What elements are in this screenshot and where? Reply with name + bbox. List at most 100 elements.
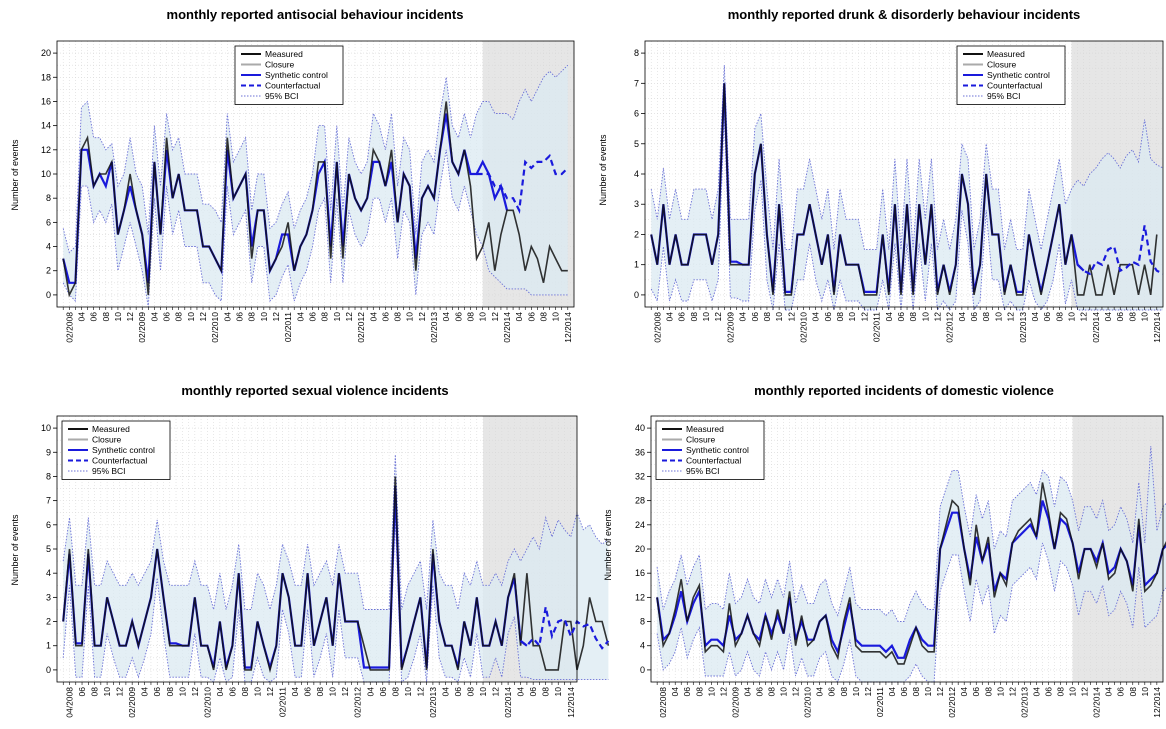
x-tick-label: 06 — [235, 312, 245, 322]
y-tick-label: 9 — [46, 447, 51, 457]
y-tick-label: 40 — [635, 423, 645, 433]
y-tick-label: 0 — [634, 290, 639, 300]
y-tick-label: 1 — [634, 260, 639, 270]
x-tick-label: 04 — [215, 687, 225, 697]
x-tick-label: 04 — [743, 687, 753, 697]
x-tick-label: 10 — [923, 687, 933, 697]
x-tick-label: 06 — [152, 687, 162, 697]
x-tick-label: 06 — [1044, 687, 1054, 697]
legend-label: 95% BCI — [686, 466, 720, 476]
x-tick-label: 06 — [1042, 312, 1052, 322]
legend-label: 95% BCI — [265, 91, 299, 101]
series-bci-lower — [62, 149, 568, 308]
panel-sexual-violence: monthly reported sexual violence inciden… — [10, 383, 610, 718]
x-tick-label: 12/2014 — [563, 312, 573, 343]
x-tick-label: 10 — [995, 687, 1005, 697]
x-tick-label: 04 — [149, 312, 159, 322]
x-tick-label: 02/2011 — [283, 312, 293, 342]
legend-label: Counterfactual — [92, 456, 147, 466]
x-tick-label: 04 — [959, 687, 969, 697]
y-tick-label: 1 — [46, 641, 51, 651]
chart-title: monthly reported sexual violence inciden… — [181, 383, 448, 398]
x-tick-label: 12 — [490, 312, 500, 322]
panel-antisocial-behaviour: monthly reported antisocial behaviour in… — [10, 7, 575, 343]
x-tick-label: 10 — [847, 312, 857, 322]
y-tick-label: 16 — [41, 96, 51, 106]
x-tick-label: 08 — [1054, 312, 1064, 322]
x-tick-label: 02/2010 — [803, 687, 813, 718]
x-tick-label: 08 — [835, 312, 845, 322]
x-tick-label: 12 — [340, 687, 350, 697]
x-tick-label: 06 — [453, 312, 463, 322]
x-tick-label: 12 — [344, 312, 354, 322]
series-measured — [62, 101, 568, 298]
x-tick-label: 10 — [774, 312, 784, 322]
x-tick-label: 12 — [863, 687, 873, 697]
legend-label: Closure — [265, 60, 295, 70]
x-tick-label: 06 — [162, 312, 172, 322]
x-tick-label: 12/2014 — [1152, 687, 1162, 718]
x-tick-label: 02/2014 — [502, 312, 512, 343]
x-tick-label: 02/2011 — [278, 687, 288, 717]
x-tick-label: 06 — [227, 687, 237, 697]
x-tick-label: 10 — [1140, 312, 1150, 322]
x-tick-label: 10 — [706, 687, 716, 697]
x-tick-label: 04 — [815, 687, 825, 697]
x-tick-label: 12 — [713, 312, 723, 322]
y-tick-label: 24 — [635, 520, 645, 530]
y-tick-label: 4 — [634, 169, 639, 179]
x-tick-label: 12 — [415, 687, 425, 697]
x-tick-label: 02/2008 — [652, 312, 662, 343]
x-tick-label: 02/2014 — [503, 687, 513, 718]
x-tick-label: 08 — [315, 687, 325, 697]
x-tick-label: 12 — [786, 312, 796, 322]
y-tick-label: 5 — [46, 544, 51, 554]
y-tick-label: 12 — [635, 592, 645, 602]
x-tick-label: 12/2014 — [1152, 312, 1162, 343]
legend-label: Measured — [686, 424, 724, 434]
x-tick-label: 10 — [920, 312, 930, 322]
x-tick-label: 06 — [971, 687, 981, 697]
x-tick-label: 10 — [253, 687, 263, 697]
x-tick-label: 08 — [541, 687, 551, 697]
x-tick-label: 10 — [478, 312, 488, 322]
x-tick-label: 10 — [332, 312, 342, 322]
x-tick-label: 02/2014 — [1091, 312, 1101, 343]
y-tick-label: 0 — [46, 665, 51, 675]
x-tick-label: 10 — [328, 687, 338, 697]
y-axis-label: Number of events — [598, 134, 608, 206]
x-tick-label: 02/2009 — [725, 312, 735, 343]
x-tick-label: 04 — [957, 312, 967, 322]
y-tick-label: 32 — [635, 471, 645, 481]
x-tick-label: 08 — [908, 312, 918, 322]
legend-label: Closure — [987, 60, 1017, 70]
x-tick-label: 04 — [516, 687, 526, 697]
x-tick-label: 06 — [750, 312, 760, 322]
x-tick-label: 08 — [762, 312, 772, 322]
y-tick-label: 10 — [41, 169, 51, 179]
x-tick-label: 04/2008 — [65, 687, 75, 718]
x-tick-label: 08 — [390, 687, 400, 697]
x-tick-label: 02/2010 — [799, 312, 809, 343]
x-tick-label: 08 — [911, 687, 921, 697]
x-tick-label: 12 — [1006, 312, 1016, 322]
x-tick-label: 04 — [665, 312, 675, 322]
y-tick-label: 6 — [46, 217, 51, 227]
x-tick-label: 10 — [553, 687, 563, 697]
x-tick-label: 06 — [677, 312, 687, 322]
x-tick-label: 02/2012 — [945, 312, 955, 343]
x-tick-label: 12 — [859, 312, 869, 322]
x-tick-label: 08 — [1128, 687, 1138, 697]
x-tick-label: 06 — [526, 312, 536, 322]
chart-title: monthly reported drunk & disorderly beha… — [728, 7, 1081, 22]
x-tick-label: 12 — [271, 312, 281, 322]
x-tick-label: 10 — [993, 312, 1003, 322]
x-tick-label: 04 — [290, 687, 300, 697]
x-tick-label: 04 — [76, 312, 86, 322]
x-tick-label: 12 — [417, 312, 427, 322]
x-tick-label: 12 — [718, 687, 728, 697]
